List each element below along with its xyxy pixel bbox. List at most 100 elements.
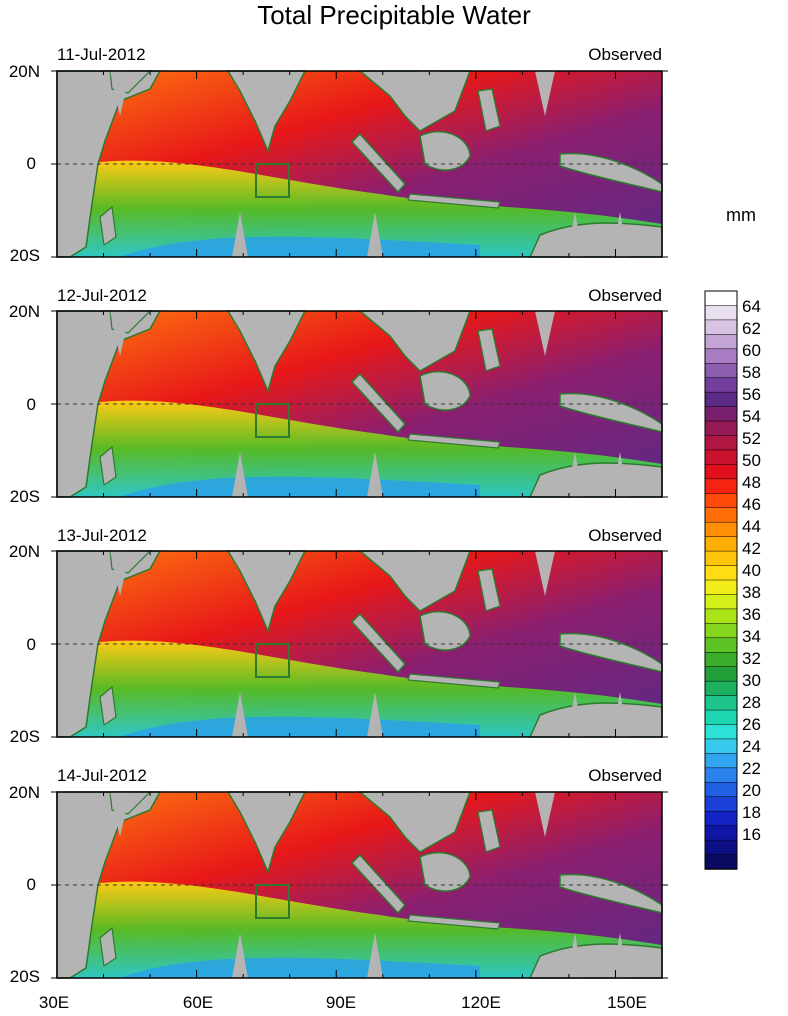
swath-gap (567, 933, 583, 978)
colorbar-segment (704, 449, 738, 466)
colorbar-segment (704, 753, 738, 769)
colorbar-label: 28 (742, 693, 761, 712)
java-landmass (407, 673, 501, 689)
colorbar-segment (704, 565, 738, 581)
colorbar-segment (704, 420, 738, 437)
colorbar-label: 18 (742, 803, 761, 822)
lon-label-30e: 30E (38, 993, 70, 1012)
swath-gap (367, 692, 383, 737)
analysis-box (255, 884, 290, 919)
colorbar-segment (704, 680, 738, 697)
colorbar-segment (704, 493, 738, 509)
swath-gap (110, 551, 130, 596)
colorbar-segment (704, 810, 738, 827)
colorbar-segment (704, 319, 738, 336)
swath-gap (232, 692, 248, 737)
analysis-box (255, 403, 290, 438)
java-landmass (407, 193, 501, 209)
colorbar-segment (704, 839, 738, 856)
swath-gap (232, 933, 248, 978)
colorbar-segment (704, 521, 738, 538)
colorbar-label: 36 (742, 605, 761, 624)
panel-3-date: 13-Jul-2012 (57, 526, 147, 545)
colorbar-segment (704, 478, 738, 495)
colorbar-segment (704, 825, 738, 841)
java-landmass (407, 433, 501, 449)
colorbar-segment (704, 623, 738, 639)
colorbar-segment (704, 796, 738, 812)
swath-gap (612, 212, 628, 257)
colorbar-segment (704, 507, 738, 523)
panel-3-dry-region (120, 716, 480, 737)
swath-gap (232, 212, 248, 257)
swath-gap (232, 452, 248, 497)
panel-1-southern-band (57, 160, 662, 257)
colorbar-segment (704, 594, 738, 610)
panel-4-southern-band (57, 881, 662, 978)
colorbar-segment (704, 334, 738, 350)
colorbar-segment (704, 536, 738, 552)
analysis-box (255, 163, 290, 198)
swath-gap (567, 452, 583, 497)
philippines-landmass (477, 809, 501, 853)
colorbar-segment (704, 767, 738, 784)
colorbar-segment (704, 550, 738, 567)
lat-label-20n: 20N (8, 542, 40, 561)
madagascar-landmass (99, 685, 117, 727)
swath-gap (612, 933, 628, 978)
units-label: mm (726, 205, 756, 225)
swath-gap (567, 212, 583, 257)
colorbar-label: 24 (742, 737, 761, 756)
colorbar-segment (704, 854, 738, 870)
colorbar-segment (704, 363, 738, 379)
swath-gap (567, 692, 583, 737)
colorbar-segment (704, 709, 738, 726)
borneo-landmass (419, 370, 471, 411)
colorbar-label: 56 (742, 385, 761, 404)
colorbar-segment (704, 290, 738, 307)
colorbar-label: 62 (742, 319, 761, 338)
lat-label-0: 0 (26, 154, 36, 173)
lat-label-20s: 20S (9, 967, 40, 986)
swath-gap (535, 792, 555, 837)
swath-gap (420, 311, 440, 356)
lat-label-0: 0 (26, 395, 36, 414)
panel-2-southern-band (57, 400, 662, 497)
colorbar-segment (704, 608, 738, 625)
philippines-landmass (477, 88, 501, 132)
swath-gap (612, 692, 628, 737)
colorbar-label: 60 (742, 341, 761, 360)
sumatra-landmass (350, 853, 407, 915)
swath-gap (535, 311, 555, 356)
madagascar-landmass (99, 926, 117, 968)
lat-label-20s: 20S (9, 727, 40, 746)
colorbar-label: 52 (742, 429, 761, 448)
panel-4-dry-region (120, 957, 480, 978)
madagascar-landmass (99, 445, 117, 487)
lon-label-120e: 120E (461, 993, 501, 1012)
panel-2-date: 12-Jul-2012 (57, 286, 147, 305)
colorbar-label: 30 (742, 671, 761, 690)
philippines-landmass (477, 328, 501, 372)
colorbar-label: 26 (742, 715, 761, 734)
panel-2-label: Observed (588, 286, 662, 305)
colorbar-label: 40 (742, 561, 761, 580)
colorbar-segment (704, 738, 738, 755)
colorbar-segment (704, 652, 738, 668)
india-landmass (226, 70, 307, 154)
lat-label-0: 0 (26, 635, 36, 654)
colorbar-segment (704, 724, 738, 740)
colorbar-label: 54 (742, 407, 761, 426)
borneo-landmass (419, 130, 471, 171)
borneo-landmass (419, 851, 471, 892)
borneo-landmass (419, 610, 471, 651)
colorbar-border (704, 290, 738, 870)
colorbar-label: 46 (742, 495, 761, 514)
colorbar-label: 64 (742, 297, 761, 316)
colorbar-segment (704, 406, 738, 422)
swath-gap (110, 792, 130, 837)
panel-1-date: 11-Jul-2012 (57, 45, 146, 64)
panel-2-dry-region (120, 476, 480, 497)
lat-label-20s: 20S (9, 246, 40, 265)
